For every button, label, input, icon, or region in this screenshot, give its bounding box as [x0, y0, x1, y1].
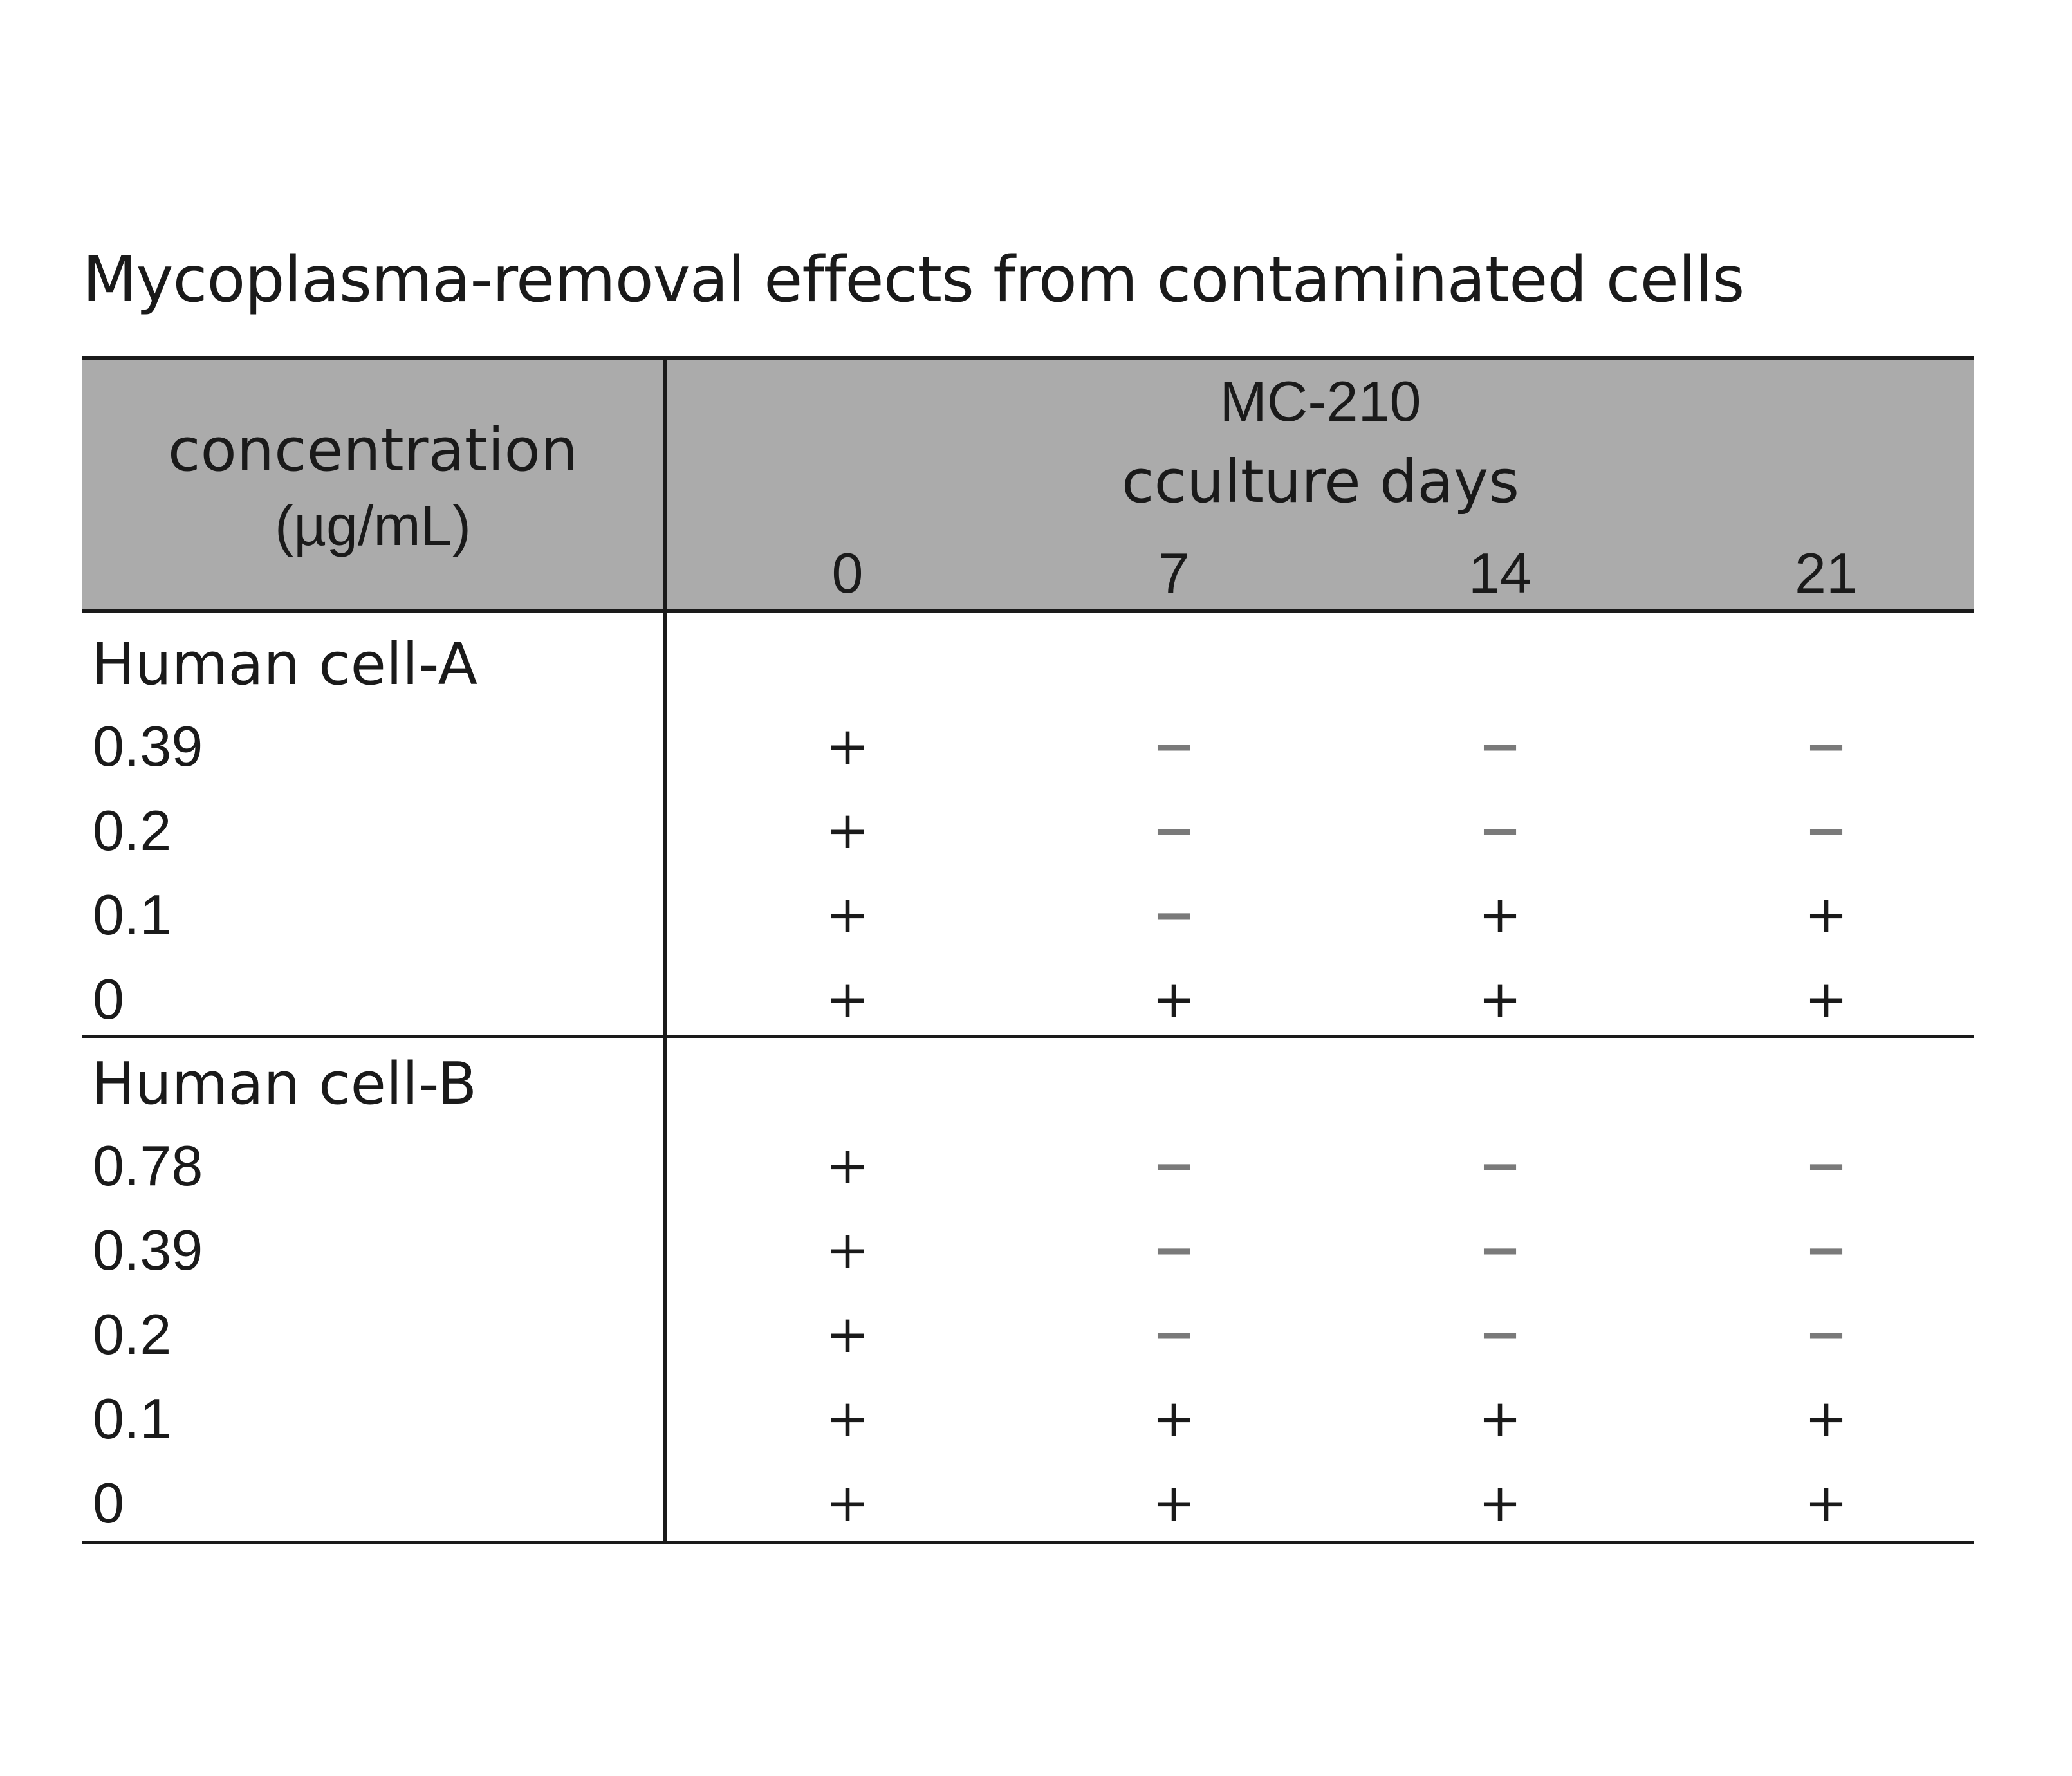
result-positive: + — [1478, 1473, 1522, 1533]
header-day-21: 21 — [1795, 541, 1858, 605]
result-positive: + — [1478, 969, 1522, 1029]
concentration-value: 0.1 — [93, 1387, 172, 1450]
result-positive: + — [1804, 1473, 1848, 1533]
result-positive: + — [1152, 969, 1196, 1029]
concentration-value: 0.2 — [93, 1302, 172, 1366]
concentration-value: 0.78 — [93, 1134, 203, 1198]
result-positive: + — [826, 800, 869, 860]
header-day-0: 0 — [831, 541, 864, 605]
result-positive: + — [1478, 885, 1522, 945]
result-negative: − — [1804, 1136, 1848, 1196]
result-positive: + — [1152, 1389, 1196, 1448]
result-positive: + — [826, 1220, 869, 1280]
result-negative: − — [1478, 716, 1522, 776]
header-concentration-label: concentration — [167, 416, 578, 485]
result-positive: + — [826, 1389, 869, 1448]
header-agent-name: MC-210 — [1219, 369, 1421, 433]
column-divider — [663, 356, 667, 1544]
result-negative: − — [1152, 1220, 1196, 1280]
result-negative: − — [1152, 800, 1196, 860]
header-day-7: 7 — [1158, 541, 1190, 605]
result-negative: − — [1478, 1136, 1522, 1196]
concentration-value: 0.1 — [93, 883, 172, 947]
concentration-value: 0 — [93, 1471, 124, 1535]
table-bottom-rule — [82, 1541, 1974, 1544]
result-positive: + — [1804, 969, 1848, 1029]
result-positive: + — [826, 969, 869, 1029]
result-negative: − — [1478, 800, 1522, 860]
concentration-value: 0.39 — [93, 714, 203, 778]
result-negative: − — [1152, 885, 1196, 945]
result-positive: + — [826, 1136, 869, 1196]
result-positive: + — [1804, 885, 1848, 945]
table-header: concentration (µg/mL) MC-210 cculture da… — [82, 356, 1974, 613]
results-table: concentration (µg/mL) MC-210 cculture da… — [82, 356, 1974, 1544]
result-negative: − — [1152, 1304, 1196, 1364]
result-negative: − — [1804, 1304, 1848, 1364]
result-positive: + — [826, 1473, 869, 1533]
result-positive: + — [1804, 1389, 1848, 1448]
concentration-value: 0 — [93, 967, 124, 1031]
result-positive: + — [826, 716, 869, 776]
result-negative: − — [1152, 1136, 1196, 1196]
result-negative: − — [1804, 800, 1848, 860]
result-positive: + — [826, 885, 869, 945]
table-title: Mycoplasma-removal effects from contamin… — [82, 243, 1744, 317]
result-positive: + — [1478, 1389, 1522, 1448]
header-day-14: 14 — [1468, 541, 1531, 605]
result-positive: + — [826, 1304, 869, 1364]
concentration-value: 0.2 — [93, 799, 172, 862]
group-divider — [82, 1035, 1974, 1038]
result-negative: − — [1478, 1304, 1522, 1364]
result-negative: − — [1152, 716, 1196, 776]
result-positive: + — [1152, 1473, 1196, 1533]
concentration-value: 0.39 — [93, 1218, 203, 1282]
result-negative: − — [1804, 1220, 1848, 1280]
group-label: Human cell-B — [91, 1050, 477, 1118]
header-culture-days-label: cculture days — [1121, 447, 1520, 516]
result-negative: − — [1804, 716, 1848, 776]
header-concentration-unit: (µg/mL) — [275, 494, 471, 557]
group-label: Human cell-A — [91, 631, 478, 698]
result-negative: − — [1478, 1220, 1522, 1280]
